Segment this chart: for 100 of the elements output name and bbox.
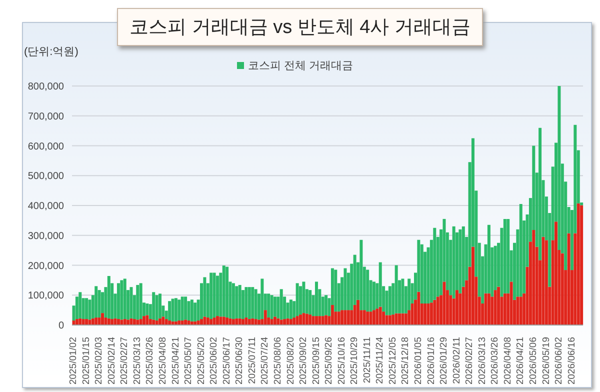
bar (497, 286, 500, 325)
bar (424, 303, 427, 325)
bar (340, 310, 344, 325)
x-tick-label: 2025/09/02 (298, 337, 310, 385)
bar (296, 283, 299, 316)
bar (408, 278, 411, 310)
x-tick-label: 2025/12/18 (400, 337, 412, 385)
bar (200, 319, 204, 325)
bar (560, 253, 564, 325)
x-tick-label: 2025/02/14 (106, 337, 118, 385)
bar (388, 315, 392, 325)
x-tick-label: 2026/04/08 (502, 337, 514, 385)
x-tick-label: 2025/06/30 (234, 337, 246, 385)
bar (251, 318, 254, 325)
x-tick-label: 2026/03/26 (490, 337, 501, 385)
bar (152, 292, 156, 320)
bar (302, 313, 306, 325)
y-tick-label: 100,000 (28, 290, 64, 302)
bar (158, 318, 162, 325)
bar (392, 314, 395, 325)
x-tick-label: 2025/07/11 (246, 337, 258, 384)
bar (452, 226, 456, 298)
bar (94, 318, 98, 325)
bar (344, 268, 347, 310)
bar (273, 316, 276, 325)
y-tick-label: 800,000 (28, 82, 64, 93)
bar (139, 319, 142, 325)
y-tick-label: 700,000 (28, 111, 64, 122)
x-tick-label: 2025/06/02 (208, 337, 220, 385)
bar (542, 236, 545, 325)
bar (312, 316, 315, 325)
bar (433, 228, 436, 300)
x-tick-label: 2026/01/29 (438, 337, 450, 385)
x-tick-label: 2025/10/16 (336, 337, 348, 385)
x-tick-label: 2025/08/20 (285, 337, 296, 385)
bar (101, 313, 104, 325)
bar (567, 233, 570, 325)
bar (238, 318, 242, 325)
bar (120, 280, 124, 320)
y-tick-label: 600,000 (28, 141, 64, 152)
x-tick-label: 2025/07/24 (260, 337, 271, 385)
bar (346, 310, 350, 325)
bar (394, 313, 398, 325)
bar (244, 287, 248, 318)
bar (487, 293, 490, 325)
bar (232, 283, 235, 320)
bar (226, 318, 229, 325)
bar (487, 224, 490, 294)
bar (385, 315, 388, 325)
x-tick-label: 2025/06/17 (221, 337, 232, 385)
bar (203, 316, 206, 325)
y-tick-label: 0 (58, 320, 64, 332)
x-tick-label: 2026/05/06 (528, 337, 539, 385)
bar (283, 319, 286, 325)
bar (276, 318, 280, 325)
x-tick-label: 2025/05/07 (183, 337, 194, 385)
bar (305, 314, 308, 325)
bar (235, 318, 238, 325)
bar (324, 295, 328, 316)
bar (158, 294, 162, 318)
bar (442, 282, 446, 325)
bar (360, 240, 363, 310)
bar (270, 319, 274, 325)
x-tick-label: 2025/04/08 (158, 337, 169, 385)
bar (558, 86, 561, 250)
bar (321, 316, 324, 325)
bar (296, 316, 299, 325)
bar (458, 229, 462, 294)
bar (302, 282, 306, 314)
bar (404, 313, 408, 325)
bar (120, 320, 124, 325)
bar (136, 284, 140, 320)
x-tick-label: 2025/02/27 (119, 337, 130, 385)
bar (417, 292, 420, 325)
x-tick-label: 2026/04/21 (515, 337, 526, 385)
bar (314, 316, 318, 325)
bar (216, 276, 219, 316)
y-tick-label: 300,000 (28, 230, 64, 242)
bar (78, 292, 82, 318)
bar (126, 320, 130, 325)
bar (267, 294, 270, 318)
bar (171, 298, 174, 322)
bar (146, 315, 149, 325)
bar (168, 301, 172, 321)
x-tick-label: 2026/06/02 (554, 337, 565, 385)
x-tick-label: 2025/10/29 (349, 337, 360, 385)
x-tick-label: 2025/12/05 (387, 337, 398, 385)
bar (116, 319, 120, 325)
bar (107, 318, 110, 325)
bar (580, 205, 584, 325)
bar (362, 310, 366, 325)
bar (369, 312, 372, 325)
bar (264, 310, 267, 325)
y-tick-label: 500,000 (28, 171, 64, 182)
bar (506, 218, 510, 294)
x-tick-label: 2025/11/24 (374, 337, 386, 384)
bar (180, 296, 184, 321)
bar (308, 290, 312, 315)
bar (270, 295, 274, 320)
bar (436, 296, 440, 325)
